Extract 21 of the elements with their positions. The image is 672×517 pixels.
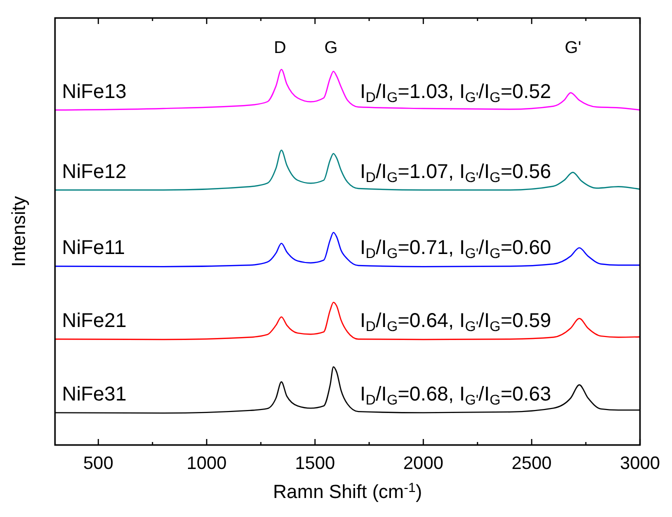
x-tick-label: 1500	[294, 453, 336, 473]
series-label: NiFe13	[62, 81, 126, 104]
text: I$_{D}$/I$_{G}$=1.03, I$_{G'}$/I$_{G}$=0.52	[360, 81, 552, 106]
text: I$_{D}$/I$_{G}$=0.68, I$_{G'}$/I$_{G}$=0.63	[360, 384, 552, 408]
x-tick-label: 3000	[620, 453, 660, 473]
text: D	[274, 38, 286, 57]
series-label: NiFe21	[62, 310, 126, 332]
text: G	[324, 38, 338, 57]
text: I$_{D}$/I$_{G}$=0.71, I$_{G'}$/I$_{G}$=0.60	[360, 237, 552, 262]
x-tick-label: 2000	[403, 453, 444, 473]
y-axis-title: Intensity	[9, 196, 30, 267]
x-tick-label: 1000	[186, 453, 227, 473]
text: I$_{D}$/I$_{G}$=0.64, I$_{G'}$/I$_{G}$=0.59	[360, 310, 552, 334]
x-tick-label: 2500	[512, 453, 552, 473]
text: I$_{D}$/I$_{G}$=1.07, I$_{G'}$/I$_{G}$=0.56	[360, 161, 552, 186]
series-label: NiFe31	[62, 384, 126, 406]
x-tick-label: 500	[83, 453, 114, 473]
series-label: NiFe12	[62, 161, 126, 183]
series-label: NiFe11	[62, 237, 125, 260]
x-axis-title: Ramn Shift (cm$^{-1}$)	[272, 480, 422, 503]
text: G'	[564, 38, 582, 57]
